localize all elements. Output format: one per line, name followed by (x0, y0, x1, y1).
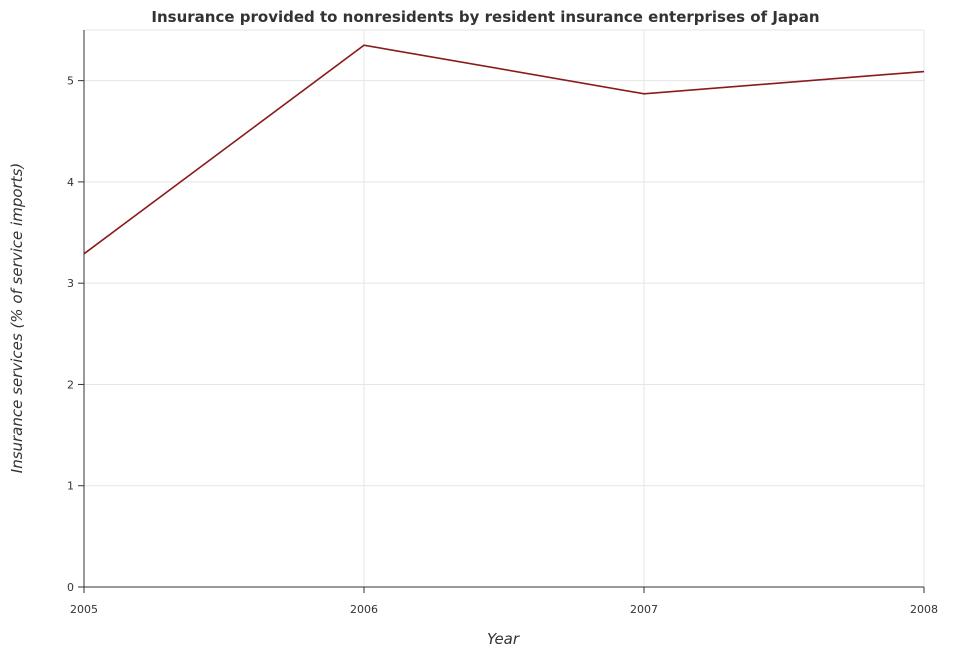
x-tick-label: 2006 (350, 603, 378, 616)
y-tick-label: 3 (67, 277, 74, 290)
gridlines (83, 29, 925, 588)
series-line (83, 44, 925, 255)
y-axis-ticks: 0 1 2 3 4 5 (67, 75, 84, 594)
y-tick-label: 1 (67, 480, 74, 493)
x-axis-ticks: 2005 2006 2007 2008 (70, 587, 938, 616)
y-axis-label: Insurance services (% of service imports… (8, 163, 26, 473)
chart-title: Insurance provided to nonresidents by re… (151, 8, 820, 26)
y-tick-label: 2 (67, 378, 74, 391)
x-tick-label: 2007 (630, 603, 658, 616)
y-tick-label: 0 (67, 581, 74, 594)
y-tick-label: 4 (67, 176, 74, 189)
y-tick-label: 5 (67, 75, 74, 88)
x-axis-label: Year (487, 630, 520, 648)
x-tick-label: 2005 (70, 603, 98, 616)
axes (83, 30, 924, 588)
series-layer (83, 44, 925, 255)
x-tick-label: 2008 (910, 603, 938, 616)
